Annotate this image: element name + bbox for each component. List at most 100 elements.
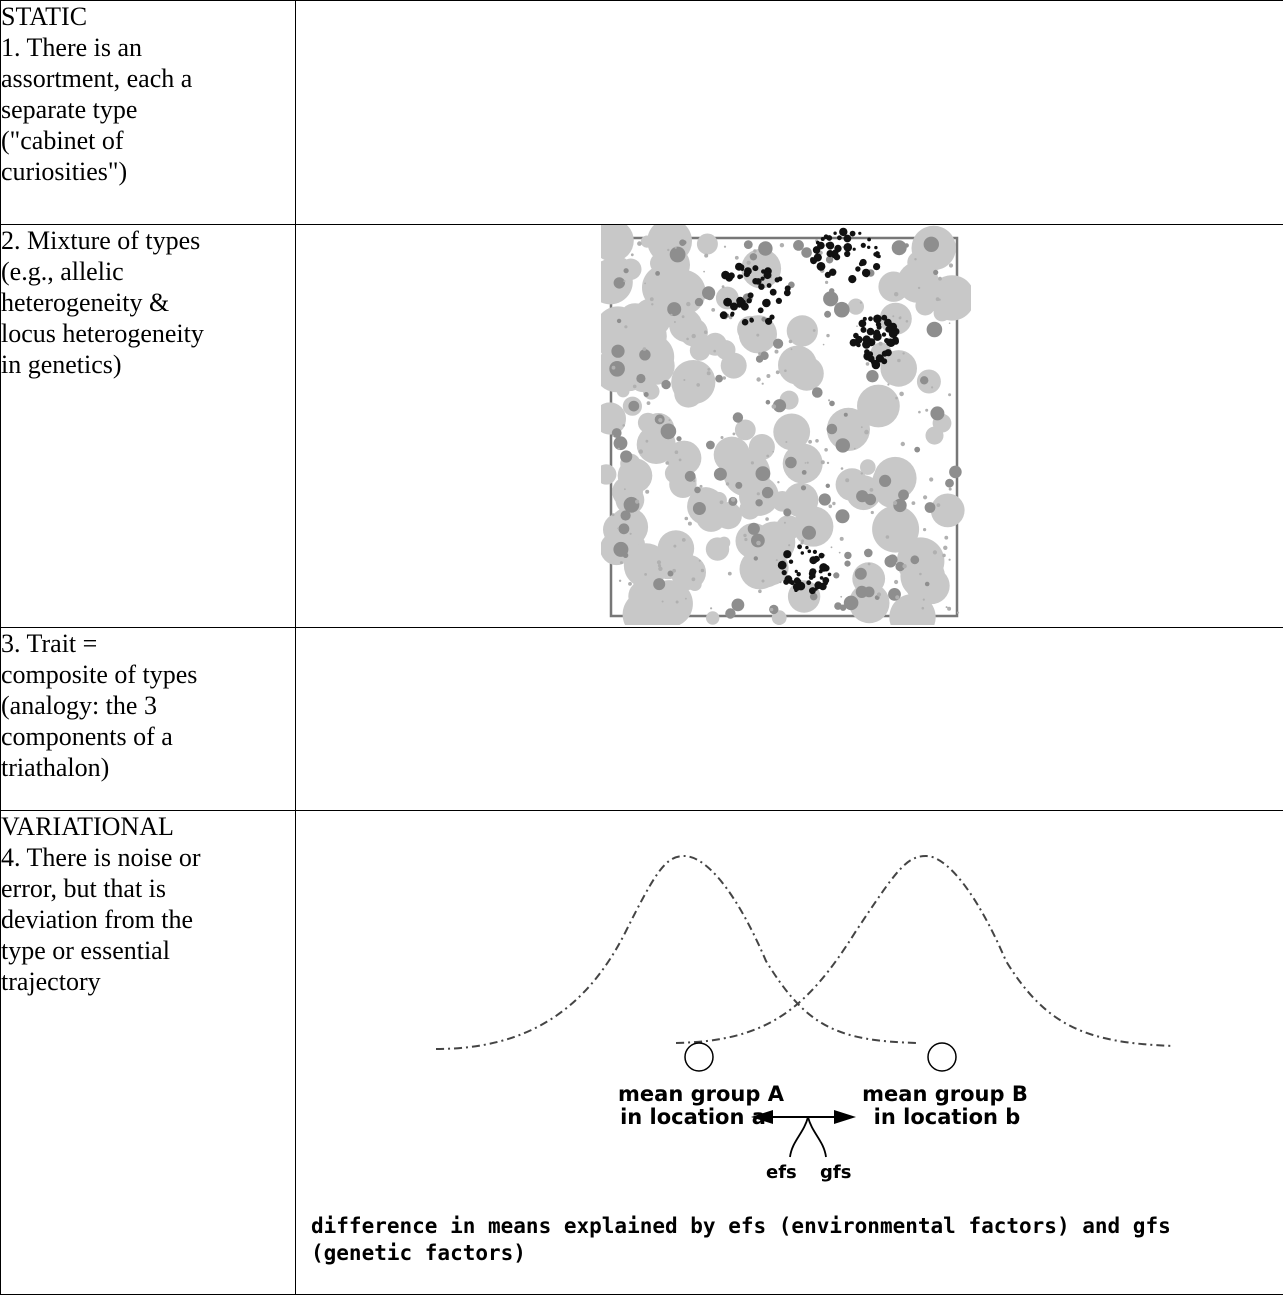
dark-dot	[849, 230, 856, 237]
mid-dot	[639, 349, 651, 361]
speck	[691, 333, 696, 339]
row-1-text-cell: STATIC 1. There is an assortment, each a…	[0, 0, 296, 225]
speck	[945, 606, 948, 609]
dark-dot	[875, 253, 880, 258]
mid-dot	[855, 585, 868, 598]
light-blob	[919, 556, 939, 576]
row-3-text-cell: 3. Trait = composite of types (analogy: …	[0, 627, 296, 811]
speck	[824, 448, 828, 452]
speck	[756, 333, 760, 337]
dark-dot	[738, 264, 745, 271]
dark-dot	[820, 237, 825, 241]
mid-dot	[826, 423, 838, 435]
mid-dot	[933, 269, 939, 275]
mid-dot	[825, 256, 834, 264]
mid-dot	[823, 291, 839, 307]
speck	[820, 460, 825, 465]
dark-dot	[868, 316, 873, 322]
dark-dot	[827, 572, 832, 577]
speck	[894, 292, 899, 297]
dark-dot	[758, 283, 765, 290]
text-line: deviation from the	[1, 905, 194, 934]
speck	[902, 352, 905, 355]
speck	[611, 513, 615, 517]
dark-dot	[737, 274, 742, 280]
speck	[771, 404, 777, 409]
speck	[899, 391, 904, 397]
dark-dot	[794, 569, 798, 573]
speck	[673, 544, 677, 548]
text-line: error, but that is	[1, 874, 167, 903]
speck	[885, 535, 890, 539]
speck	[775, 370, 780, 375]
speck	[828, 504, 833, 509]
mid-dot	[661, 379, 671, 390]
dark-dot	[849, 338, 858, 347]
table-row: 3. Trait = composite of types (analogy: …	[0, 627, 1283, 811]
row-1-figure-cell	[295, 0, 1283, 225]
speck	[698, 559, 701, 562]
speck	[892, 315, 895, 318]
dark-dot	[736, 296, 745, 305]
scatter-dots	[601, 225, 971, 625]
dark-dot	[809, 568, 817, 576]
text-line: separate type	[1, 95, 138, 124]
dark-dot	[816, 262, 826, 271]
dark-dot	[881, 332, 887, 337]
light-blob	[720, 352, 747, 379]
row-3-figure-cell	[295, 627, 1283, 811]
light-blob	[706, 611, 720, 625]
light-blob	[623, 314, 667, 359]
mid-dot	[667, 570, 674, 577]
light-blob	[916, 369, 941, 394]
speck	[898, 316, 902, 320]
speck	[902, 564, 907, 569]
text-line: 4. There is noise or	[1, 843, 201, 872]
mid-dot	[662, 427, 674, 440]
mid-dot	[623, 496, 640, 513]
speck	[706, 371, 711, 376]
speck	[732, 432, 736, 436]
speck	[703, 270, 705, 273]
mean-b-label-line1: mean group B	[862, 1082, 1028, 1106]
mid-dot	[824, 310, 832, 318]
mid-dot	[705, 291, 715, 301]
dark-dot	[784, 285, 791, 292]
speck	[777, 481, 780, 484]
speck	[788, 544, 791, 547]
dark-dot	[721, 270, 730, 280]
row-2-text-cell: 2. Mixture of types (e.g., allelic heter…	[0, 224, 296, 628]
mid-dot	[749, 253, 758, 261]
mid-dot	[834, 602, 842, 610]
dark-dot	[752, 265, 759, 272]
dark-dot	[866, 327, 875, 336]
speck	[825, 280, 829, 284]
speck	[734, 255, 739, 260]
light-blob	[617, 458, 653, 493]
mid-dot	[844, 551, 852, 560]
speck	[681, 315, 685, 319]
speck	[658, 418, 663, 423]
speck	[665, 461, 669, 465]
speck	[948, 487, 952, 491]
speck	[766, 374, 771, 378]
speck	[929, 477, 934, 482]
speck	[691, 577, 696, 582]
speck	[790, 348, 793, 351]
dark-dot	[839, 227, 848, 237]
mid-dot	[611, 344, 625, 358]
speck	[623, 280, 626, 283]
dark-dot	[884, 338, 890, 344]
speck	[686, 337, 689, 341]
speck	[723, 245, 727, 248]
dark-dot	[777, 560, 787, 570]
speck	[743, 533, 747, 538]
mid-dot	[618, 523, 630, 535]
speck	[756, 377, 761, 382]
mid-dot	[866, 370, 879, 383]
dark-dot	[781, 570, 787, 576]
speck	[808, 439, 812, 444]
light-blob	[870, 342, 892, 364]
speck	[619, 561, 623, 565]
dark-dot	[810, 257, 818, 265]
